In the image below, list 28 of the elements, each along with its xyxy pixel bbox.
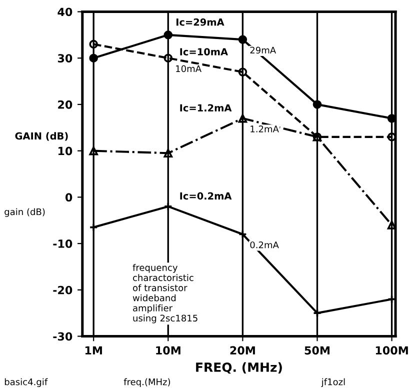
y-axis-title: GAIN (dB) <box>15 132 68 141</box>
annotation: 10mA <box>176 65 202 72</box>
annotation: 29mA <box>250 46 276 54</box>
series-label: Ic=0.2mA <box>180 192 232 200</box>
text: freq.(MHz) <box>124 378 170 388</box>
y-tick-label: -10 <box>53 240 72 248</box>
y-tick-label: -30 <box>53 332 72 341</box>
series-label: Ic=10mA <box>180 48 228 56</box>
text: basic4.gif <box>4 378 48 388</box>
annotation: 1.2mA <box>250 126 279 132</box>
y-tick-label: 40 <box>58 8 72 16</box>
x-axis-title: FREQ. (MHz) <box>196 362 282 374</box>
x-tick-label: 50M <box>304 346 330 355</box>
x-tick-label: 10M <box>156 346 180 355</box>
y-tick-label: 30 <box>58 54 72 62</box>
y-tick-label: 20 <box>58 100 72 109</box>
text: jf1ozl <box>321 378 345 388</box>
series-label: Ic=29mA <box>176 18 224 26</box>
annotation: 0.2mA <box>250 241 279 248</box>
y-tick-label: 0 <box>65 193 72 202</box>
text: gain (dB) <box>4 208 45 217</box>
y-tick-label: -20 <box>53 286 72 294</box>
x-tick-label: 100M <box>376 346 408 355</box>
annotation: frequency charactoristic of transistor wideband amplifier using 2sc1815 <box>132 264 198 324</box>
series-label: Ic=1.2mA <box>180 104 232 112</box>
y-tick-label: 10 <box>58 146 72 156</box>
x-tick-label: 20M <box>230 346 255 355</box>
x-tick-label: 1M <box>85 346 102 354</box>
